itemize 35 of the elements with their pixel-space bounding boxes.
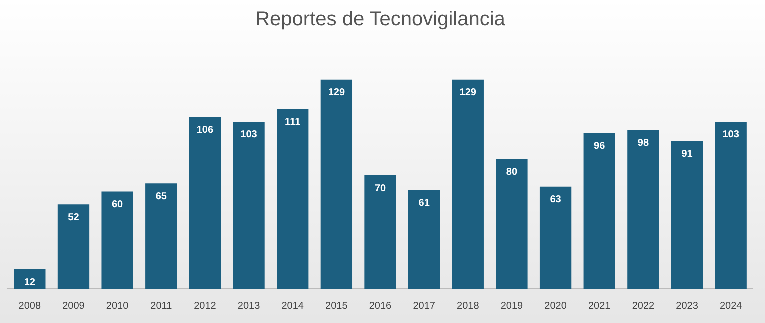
- x-tick-label: 2013: [238, 300, 261, 312]
- x-tick-label: 2012: [194, 300, 217, 312]
- data-label: 65: [156, 191, 168, 202]
- data-label: 60: [112, 199, 124, 210]
- data-label: 98: [638, 138, 650, 149]
- data-label: 91: [682, 149, 694, 160]
- data-label: 52: [68, 212, 80, 224]
- x-tick-label: 2024: [720, 300, 743, 312]
- data-label: 61: [418, 198, 430, 209]
- x-tick-label: 2014: [282, 300, 304, 312]
- chart-title: Reportes de Tecnovigilancia: [256, 8, 506, 31]
- x-tick-label: 2015: [326, 300, 348, 312]
- data-label: 80: [506, 167, 518, 178]
- x-tick-label: 2016: [369, 300, 392, 312]
- x-tick-label: 2010: [106, 300, 130, 312]
- data-label: 96: [594, 141, 606, 152]
- data-label: 12: [24, 277, 36, 288]
- x-tick-label: 2023: [676, 300, 699, 312]
- data-label: 103: [722, 130, 740, 141]
- x-tick-label: 2021: [588, 300, 612, 312]
- data-label: 103: [240, 130, 258, 141]
- data-label: 70: [374, 183, 386, 194]
- x-tick-label: 2022: [632, 300, 655, 312]
- x-tick-label: 2019: [500, 300, 524, 312]
- data-label: 63: [550, 194, 562, 206]
- data-label: 106: [196, 124, 214, 136]
- data-label: 129: [460, 88, 477, 99]
- data-label: 111: [285, 116, 302, 128]
- x-tick-label: 2018: [457, 300, 480, 312]
- x-tick-label: 2008: [18, 300, 42, 312]
- x-tick-label: 2011: [150, 300, 173, 312]
- x-tick-label: 2009: [62, 300, 86, 312]
- data-label: 129: [328, 88, 346, 99]
- x-tick-label: 2020: [544, 300, 568, 312]
- x-tick-label: 2017: [413, 300, 436, 312]
